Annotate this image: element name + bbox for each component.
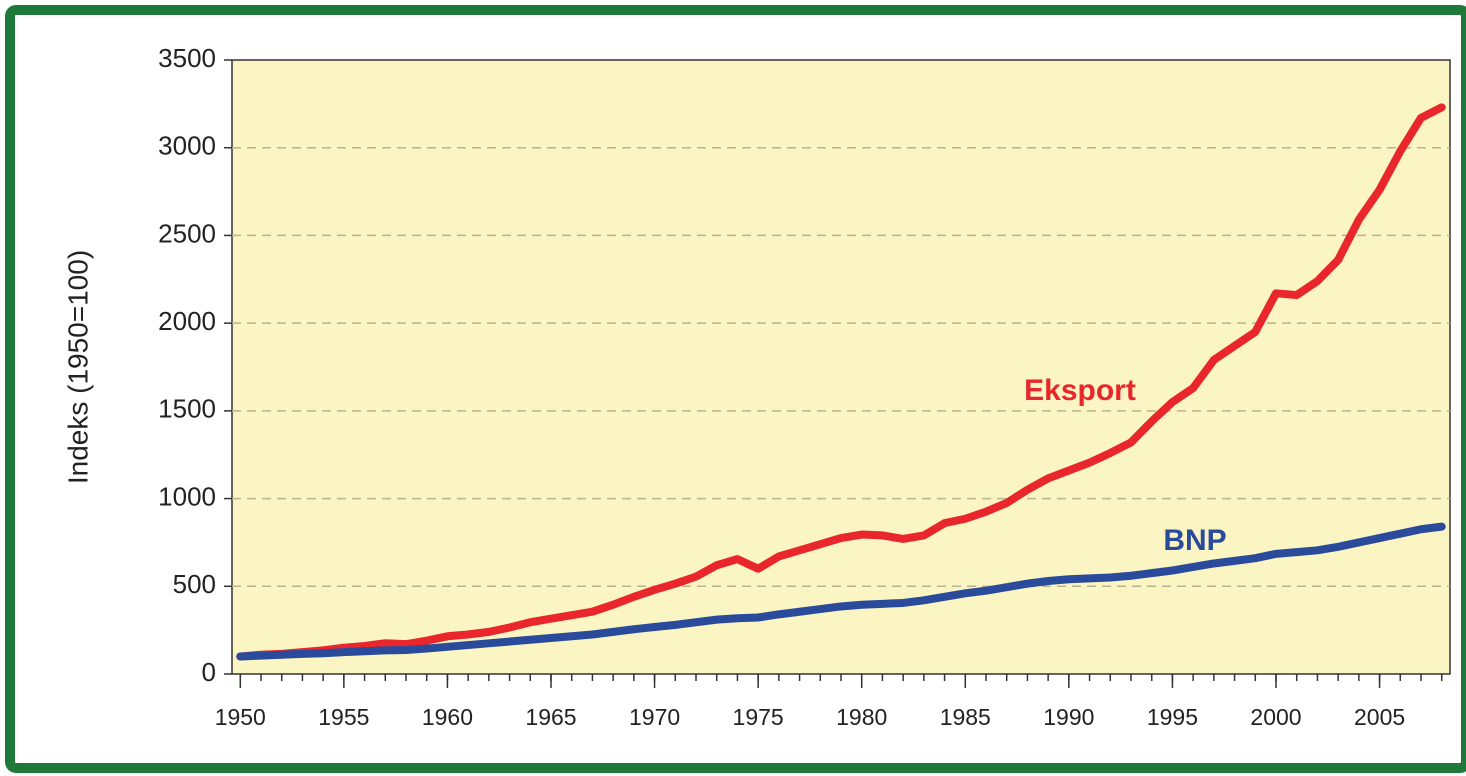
series-label: Eksport	[1024, 374, 1136, 407]
x-tick-label: 1965	[525, 704, 576, 730]
x-tick-label: 1970	[629, 704, 680, 730]
plot-area	[231, 59, 1451, 675]
y-tick-label: 3000	[158, 131, 216, 161]
x-tick-label: 1995	[1147, 704, 1198, 730]
y-tick-label: 0	[202, 657, 216, 687]
series-label: BNP	[1163, 524, 1226, 557]
x-tick-label: 1990	[1043, 704, 1094, 730]
series-line	[236, 103, 1446, 661]
x-tick-label: 1985	[940, 704, 991, 730]
x-tick-label: 2000	[1250, 704, 1301, 730]
x-tick-label: 1960	[422, 704, 473, 730]
x-tick-label: 1950	[215, 704, 266, 730]
y-tick-label: 1000	[158, 481, 216, 511]
y-tick-label: 2500	[158, 218, 216, 248]
y-tick-label: 2000	[158, 306, 216, 336]
x-tick-label: 1975	[733, 704, 784, 730]
series-line	[236, 522, 1446, 661]
y-tick-label: 3500	[158, 43, 216, 73]
y-axis-label: Indeks (1950=100)	[62, 250, 93, 484]
y-tick-label: 500	[173, 569, 216, 599]
x-tick-label: 1955	[318, 704, 369, 730]
x-tick-label: 2005	[1354, 704, 1405, 730]
x-tick-label: 1980	[836, 704, 887, 730]
y-tick-label: 1500	[158, 394, 216, 424]
